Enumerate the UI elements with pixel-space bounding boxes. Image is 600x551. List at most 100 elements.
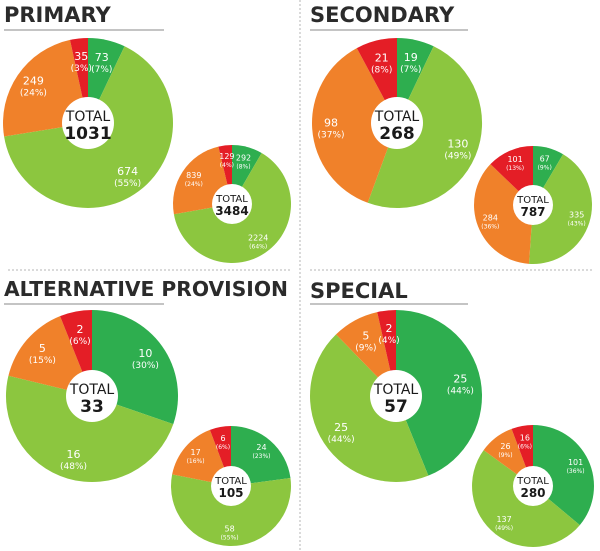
total-value: 1031	[64, 124, 111, 144]
total-label: TOTAL	[516, 195, 549, 206]
slice-value-label: 98	[324, 117, 338, 130]
slice-value-label: 10	[138, 347, 152, 360]
total-label: TOTAL	[215, 194, 248, 205]
slice-percent-label: (44%)	[447, 386, 474, 396]
slice-percent-label: (37%)	[317, 131, 344, 141]
slice-percent-label: (6%)	[216, 444, 230, 451]
pie-slice-orange	[8, 316, 93, 396]
pie-slice-orange	[172, 429, 231, 486]
slice-percent-label: (3%)	[71, 64, 92, 74]
total-value: 280	[520, 486, 545, 500]
slice-percent-label: (30%)	[132, 361, 159, 371]
panel-title-secondary: SECONDARY	[310, 3, 455, 27]
slice-percent-label: (7%)	[91, 65, 112, 75]
pie-slice-dark-green	[231, 426, 291, 486]
total-value: 57	[384, 397, 408, 417]
slice-percent-label: (9%)	[355, 343, 376, 353]
slice-value-label: 67	[540, 154, 550, 163]
total-value: 268	[379, 124, 415, 144]
slice-percent-label: (6%)	[69, 337, 90, 347]
pies-layer: 73(7%)674(55%)249(24%)35(3%)TOTAL1031292…	[3, 38, 595, 547]
slice-value-label: 2224	[248, 234, 268, 243]
slice-value-label: 674	[117, 165, 138, 178]
slice-value-label: 292	[236, 153, 251, 162]
slice-percent-label: (8%)	[236, 163, 250, 170]
slice-value-label: 2	[77, 323, 84, 336]
slice-value-label: 35	[74, 50, 88, 63]
slice-percent-label: (7%)	[400, 65, 421, 75]
slice-value-label: 839	[186, 171, 201, 180]
slice-percent-label: (43%)	[568, 221, 586, 228]
pie-slice-light-green	[529, 154, 592, 264]
slice-percent-label: (8%)	[371, 65, 392, 75]
slice-value-label: 101	[507, 155, 522, 164]
slice-percent-label: (13%)	[506, 165, 524, 172]
pie-slice-light-green	[5, 375, 174, 483]
pie-slice-light-green	[310, 334, 429, 483]
slice-percent-label: (15%)	[29, 356, 56, 366]
total-center-disc	[371, 97, 423, 149]
slice-percent-label: (49%)	[444, 152, 471, 162]
slice-value-label: 25	[334, 421, 348, 434]
slice-percent-label: (23%)	[252, 453, 270, 460]
slice-percent-label: (4%)	[378, 336, 399, 346]
slice-percent-label: (48%)	[60, 462, 87, 472]
slice-value-label: 130	[447, 138, 468, 151]
slice-percent-label: (9%)	[538, 164, 552, 171]
slice-value-label: 249	[23, 75, 44, 88]
slice-value-label: 16	[520, 433, 530, 442]
slice-value-label: 26	[500, 442, 510, 451]
slice-percent-label: (6%)	[518, 443, 532, 450]
total-center-disc	[66, 370, 118, 422]
pie-slice-light-green	[171, 474, 292, 546]
panel-title-primary: PRIMARY	[4, 3, 112, 27]
total-center-disc	[62, 97, 114, 149]
total-value: 787	[520, 205, 545, 219]
total-center-disc	[513, 466, 553, 506]
total-center-disc	[211, 466, 251, 506]
slice-value-label: 16	[67, 448, 81, 461]
pie-slice-dark-green	[396, 310, 483, 476]
total-center-disc	[513, 185, 553, 225]
slice-percent-label: (55%)	[114, 179, 141, 189]
slice-value-label: 19	[404, 51, 418, 64]
slice-value-label: 21	[375, 51, 389, 64]
slice-percent-label: (24%)	[185, 181, 203, 188]
slice-value-label: 284	[483, 214, 498, 223]
slice-percent-label: (9%)	[498, 452, 512, 459]
total-center-disc	[370, 370, 422, 422]
total-value: 33	[80, 397, 104, 417]
slice-value-label: 6	[220, 434, 225, 443]
total-value: 3484	[215, 204, 248, 218]
slice-percent-label: (24%)	[20, 89, 47, 99]
panel-title-alternative-provision: ALTERNATIVE PROVISION	[4, 277, 288, 301]
slice-value-label: 5	[39, 342, 46, 355]
slice-percent-label: (44%)	[328, 435, 355, 445]
slice-value-label: 129	[219, 152, 234, 161]
total-label: TOTAL	[374, 109, 420, 125]
total-center-disc	[212, 184, 252, 224]
slice-percent-label: (36%)	[481, 224, 499, 231]
slice-percent-label: (64%)	[249, 244, 267, 251]
slice-percent-label: (55%)	[221, 534, 239, 541]
slice-percent-label: (16%)	[187, 458, 205, 465]
total-label: TOTAL	[373, 382, 419, 398]
slice-value-label: 5	[362, 329, 369, 342]
pie-slice-orange	[474, 164, 533, 264]
slice-value-label: 137	[496, 515, 511, 524]
total-label: TOTAL	[214, 476, 247, 487]
pie-slice-light-green	[367, 46, 483, 209]
slice-percent-label: (49%)	[495, 525, 513, 532]
slice-value-label: 101	[568, 458, 583, 467]
panel-title-special: SPECIAL	[310, 279, 408, 303]
total-label: TOTAL	[69, 382, 115, 398]
slice-percent-label: (4%)	[220, 162, 234, 169]
